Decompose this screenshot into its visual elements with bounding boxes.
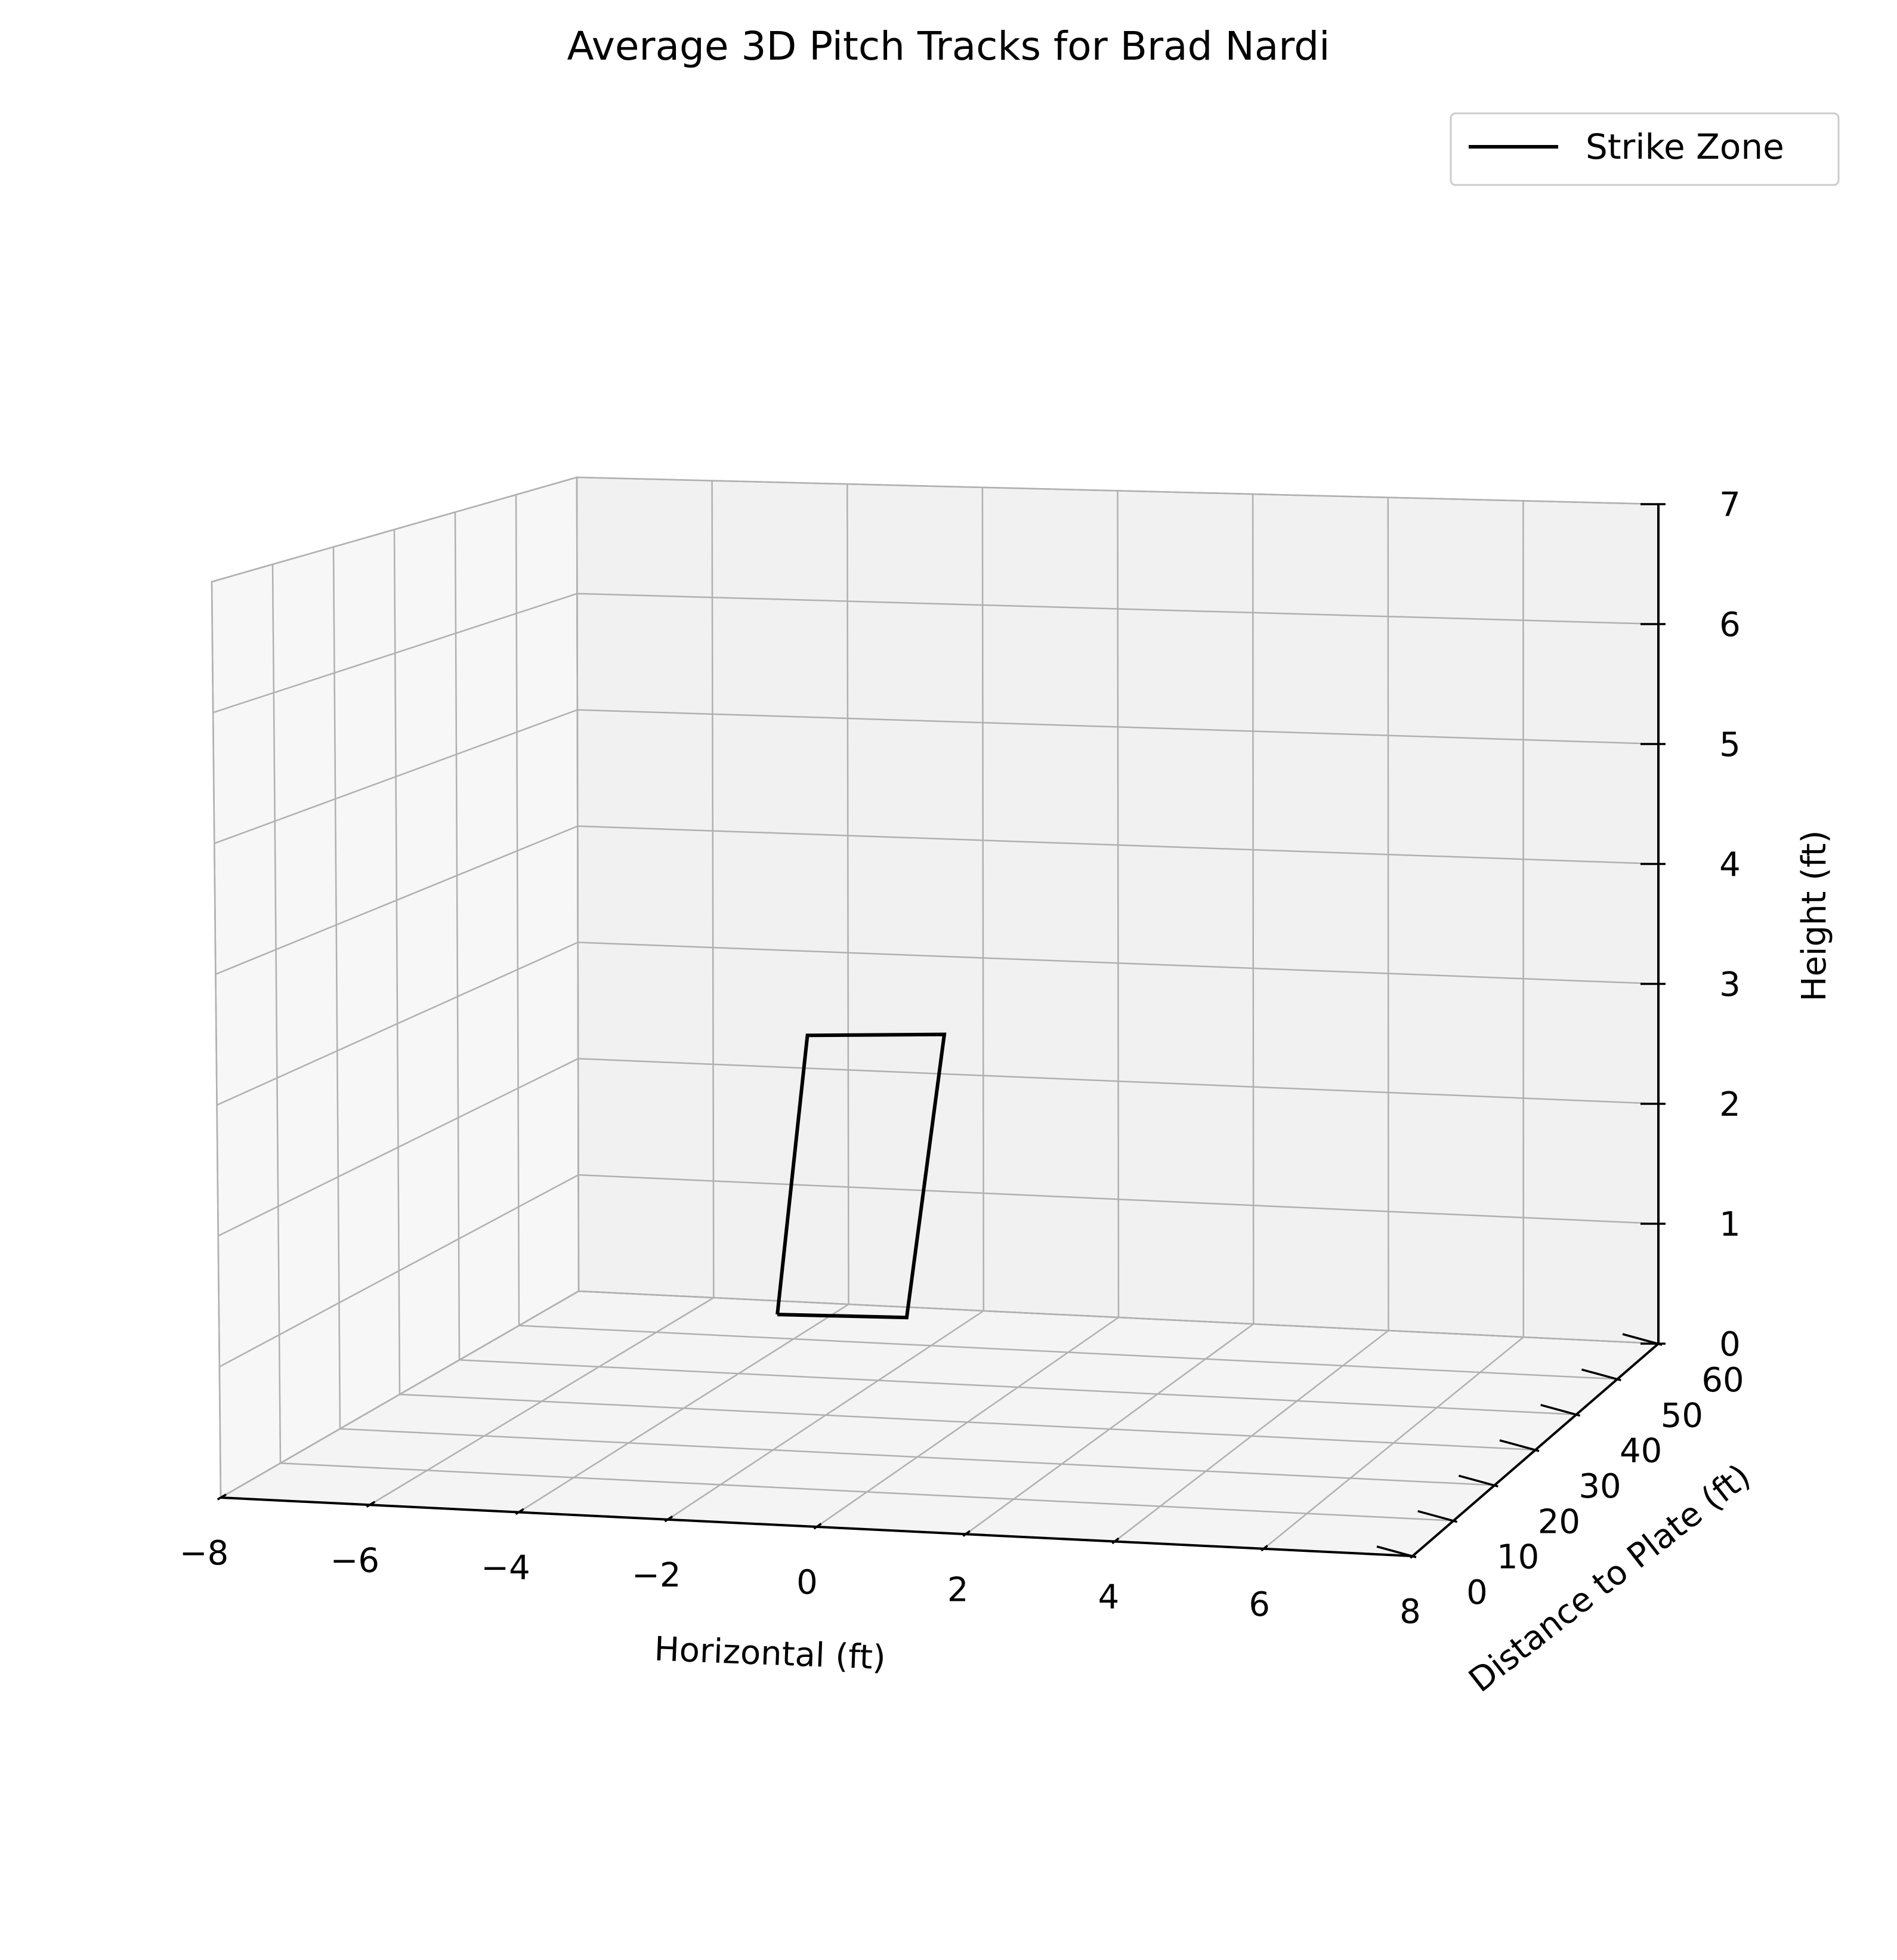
y-tick-label: 10 xyxy=(1497,1538,1539,1577)
x-tick-label: −6 xyxy=(330,1541,379,1580)
chart-title: Average 3D Pitch Tracks for Brad Nardi xyxy=(567,23,1330,69)
z-tick-label: 4 xyxy=(1719,845,1741,884)
y-tick xyxy=(1499,1439,1540,1452)
z-tick-label: 1 xyxy=(1719,1205,1741,1244)
x-tick-label: −8 xyxy=(180,1534,229,1573)
x-tick xyxy=(962,1530,971,1537)
x-tick xyxy=(515,1508,524,1515)
z-tick-label: 2 xyxy=(1719,1085,1741,1124)
y-tick xyxy=(1458,1474,1499,1488)
x-tick-label: −4 xyxy=(481,1549,530,1588)
x-tick-label: 2 xyxy=(947,1570,969,1609)
x-axis-label: Horizontal (ft) xyxy=(654,1630,886,1678)
y-tick-label: 40 xyxy=(1620,1432,1662,1471)
grid-line-z xyxy=(215,825,1659,976)
x-tick-label: 8 xyxy=(1399,1592,1421,1631)
x-tick-label: 0 xyxy=(796,1563,818,1602)
legend-frame xyxy=(1450,112,1840,186)
grid-line-z xyxy=(217,942,1659,1106)
x-tick-label: 6 xyxy=(1249,1585,1270,1624)
x-tick-label: −2 xyxy=(632,1556,681,1595)
grid-line-z xyxy=(212,592,1659,714)
y-tick-label: 0 xyxy=(1466,1573,1488,1612)
x-tick xyxy=(813,1523,822,1530)
x-tick xyxy=(366,1501,376,1508)
grid-lines xyxy=(211,476,1660,1557)
y-tick xyxy=(1540,1403,1581,1417)
grid-line-z xyxy=(218,1058,1659,1237)
y-tick xyxy=(1376,1545,1417,1558)
grid-line-z xyxy=(219,1174,1659,1368)
y-tick-label: 60 xyxy=(1701,1361,1744,1400)
plot-area xyxy=(776,1032,947,1320)
y-tick-label: 20 xyxy=(1538,1502,1580,1541)
z-tick-label: 5 xyxy=(1719,726,1741,764)
y-tick-label: 30 xyxy=(1578,1467,1621,1506)
z-tick-label: 3 xyxy=(1719,965,1741,1004)
grid-line-z xyxy=(220,1290,1659,1499)
x-tick xyxy=(664,1515,673,1523)
z-tick-label: 7 xyxy=(1719,486,1741,524)
grid-line-z xyxy=(214,709,1659,844)
y-tick-label: 50 xyxy=(1661,1396,1703,1435)
z-axis-label: Height (ft) xyxy=(1795,830,1834,1001)
x-tick xyxy=(217,1493,227,1501)
x-tick-label: 4 xyxy=(1098,1578,1120,1617)
legend: Strike Zone xyxy=(1450,112,1840,186)
legend-label-strike-zone: Strike Zone xyxy=(1586,126,1784,167)
x-tick xyxy=(1111,1537,1120,1545)
y-tick xyxy=(1581,1368,1621,1382)
z-tick-label: 0 xyxy=(1719,1325,1741,1364)
x-tick xyxy=(1260,1545,1268,1552)
series-line-strike-zone xyxy=(776,1032,947,1320)
y-tick xyxy=(1417,1510,1458,1523)
grid-line-z xyxy=(211,476,1659,583)
z-tick-label: 6 xyxy=(1719,606,1741,644)
